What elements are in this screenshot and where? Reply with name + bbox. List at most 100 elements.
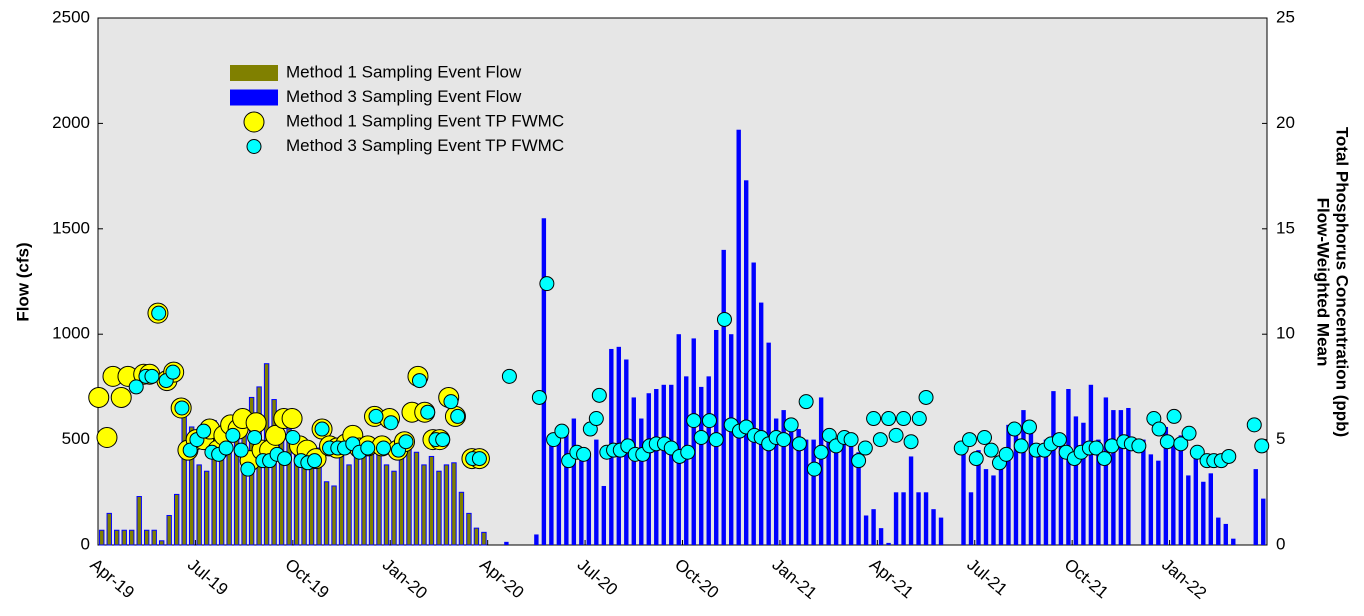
- bar: [886, 542, 891, 545]
- bar: [646, 393, 651, 545]
- bar: [316, 447, 322, 546]
- bar: [751, 262, 756, 545]
- bar: [699, 386, 704, 545]
- bar: [1186, 475, 1191, 545]
- point: [285, 429, 301, 445]
- point: [791, 436, 807, 452]
- point: [554, 423, 570, 439]
- bar: [188, 426, 195, 546]
- bar: [428, 455, 435, 546]
- bar: [654, 389, 659, 545]
- bar: [196, 464, 202, 546]
- x-tick-label: Jan-20: [379, 555, 431, 603]
- bar: [1253, 469, 1258, 545]
- point: [962, 432, 978, 448]
- bar: [991, 475, 996, 545]
- x-tick-label: Apr-21: [866, 555, 917, 602]
- point: [576, 446, 592, 462]
- bar: [878, 528, 884, 545]
- x-tick-label: Jan-22: [1158, 555, 1210, 603]
- bar: [443, 464, 450, 546]
- bar: [368, 447, 375, 546]
- point: [872, 432, 888, 448]
- bar: [144, 529, 150, 546]
- point: [821, 427, 837, 443]
- bar: [938, 517, 944, 545]
- bar: [166, 514, 172, 546]
- point: [851, 453, 867, 469]
- point: [776, 432, 792, 448]
- point: [680, 444, 696, 460]
- point: [411, 373, 427, 389]
- legend-swatch: [246, 139, 262, 154]
- point: [151, 305, 167, 321]
- point: [983, 442, 999, 458]
- bar: [901, 492, 906, 545]
- bar: [1021, 410, 1026, 545]
- point: [1173, 436, 1189, 452]
- bar: [803, 439, 809, 545]
- point: [857, 440, 873, 456]
- x-tick-label: Oct-21: [1061, 555, 1112, 602]
- bar: [1088, 384, 1094, 545]
- bar: [983, 469, 989, 545]
- bar: [1028, 429, 1034, 545]
- bar: [106, 512, 112, 546]
- bar: [729, 334, 734, 545]
- point: [1151, 421, 1167, 437]
- legend-swatch: [230, 65, 278, 81]
- bar: [841, 439, 846, 545]
- y-tick-label: 1000: [52, 324, 90, 343]
- bar: [998, 460, 1004, 545]
- bar: [481, 531, 487, 546]
- bar: [661, 384, 666, 545]
- bar: [811, 439, 816, 545]
- bar: [346, 464, 352, 546]
- bar: [773, 418, 779, 545]
- x-tick-label: Jul-21: [963, 555, 1011, 599]
- point: [471, 451, 487, 467]
- point: [888, 427, 904, 443]
- bar: [406, 443, 412, 546]
- bar: [1223, 523, 1228, 545]
- bar: [863, 515, 869, 545]
- point: [245, 412, 267, 434]
- bar: [129, 529, 135, 546]
- point: [443, 394, 459, 410]
- point: [903, 434, 919, 450]
- bar: [976, 450, 981, 545]
- bar: [391, 470, 397, 546]
- bar: [549, 439, 554, 545]
- bar: [158, 540, 165, 546]
- bar: [331, 485, 337, 546]
- bar: [781, 410, 786, 545]
- bar: [121, 529, 127, 546]
- bar: [669, 384, 674, 545]
- legend-label: Method 3 Sampling Event TP FWMC: [286, 136, 564, 155]
- point: [398, 434, 414, 450]
- bar: [1156, 460, 1161, 545]
- bar: [676, 334, 681, 545]
- point: [806, 461, 822, 477]
- point: [708, 432, 724, 448]
- point: [911, 411, 927, 427]
- bar: [893, 492, 899, 545]
- x-tick-label: Jul-19: [184, 555, 232, 599]
- bar: [338, 455, 345, 546]
- point: [420, 404, 436, 420]
- point: [88, 386, 110, 408]
- point: [225, 427, 241, 443]
- point: [281, 408, 303, 430]
- point: [1013, 438, 1029, 454]
- point: [360, 440, 376, 456]
- bar: [908, 456, 914, 545]
- point: [1051, 432, 1067, 448]
- point: [1246, 417, 1262, 433]
- bar: [594, 439, 599, 545]
- bar: [684, 376, 689, 545]
- bar: [1036, 450, 1041, 545]
- y-tick-label: 2000: [52, 113, 90, 132]
- point: [1131, 438, 1147, 454]
- point: [686, 413, 702, 429]
- point: [1021, 419, 1037, 435]
